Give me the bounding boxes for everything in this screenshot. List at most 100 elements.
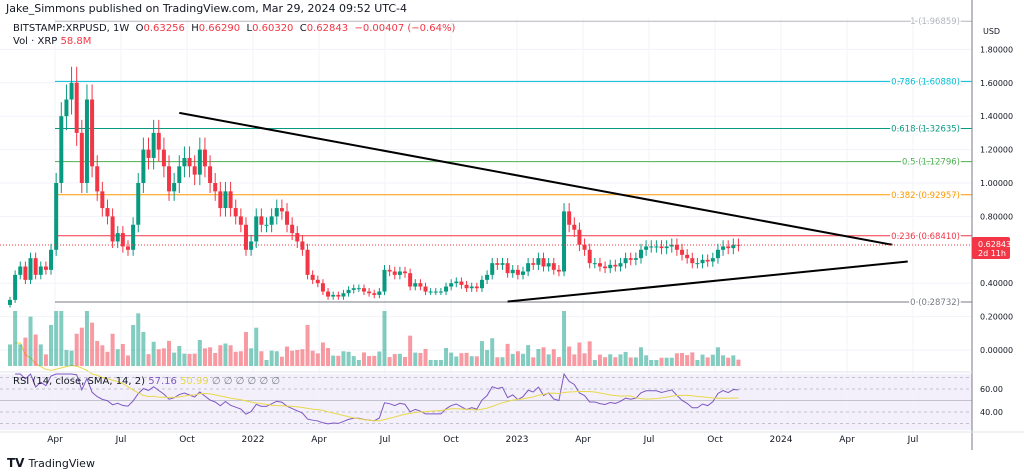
candle-body	[361, 288, 366, 292]
volume-bar	[228, 345, 233, 366]
volume-bar	[644, 355, 649, 366]
symbol-label[interactable]: BITSTAMP:XRPUSD, 1W	[13, 23, 130, 34]
volume-bar	[546, 354, 551, 366]
candle-body	[223, 191, 228, 209]
candle-body	[372, 293, 377, 295]
candle-body	[43, 266, 48, 270]
fib-label: 0.236 (0.68410)	[891, 232, 960, 242]
x-tick-label: Oct	[179, 435, 195, 445]
price-badge	[972, 237, 1010, 260]
volume-bar	[521, 353, 525, 366]
candle-body	[28, 258, 33, 280]
candle-body	[331, 294, 336, 297]
candle-body	[100, 191, 105, 209]
volume-bar	[264, 360, 269, 366]
volume-bar	[515, 351, 520, 366]
candle-body	[151, 132, 156, 158]
volume-bar	[382, 311, 387, 366]
volume-value: 58.8M	[60, 36, 92, 47]
trendline	[179, 111, 893, 246]
candle-body	[556, 269, 561, 272]
volume-bar	[423, 348, 428, 366]
volume-label: Vol · XRP	[13, 36, 58, 47]
candle-body	[290, 224, 295, 234]
candle-body	[64, 99, 69, 117]
volume-bar	[556, 357, 561, 366]
x-tick-label: 2022	[242, 435, 265, 445]
candle-body	[367, 291, 372, 294]
candle-body	[274, 208, 279, 217]
candle-body	[300, 241, 305, 250]
candle-body	[387, 269, 392, 272]
candle-body	[18, 266, 23, 275]
trendline	[507, 260, 908, 303]
rsi-label[interactable]: RSI (14, close, SMA, 14, 2)	[13, 376, 146, 387]
candle-body	[531, 263, 536, 265]
volume-bar	[172, 352, 177, 366]
candle-body	[33, 258, 38, 275]
volume-bar	[736, 359, 741, 366]
x-tick-label: Apr	[311, 435, 327, 445]
volume-bar	[110, 333, 115, 366]
candle-body	[603, 266, 608, 269]
candle-body	[572, 224, 577, 230]
candle-body	[618, 263, 623, 267]
candle-body	[243, 224, 248, 250]
volume-bar	[182, 353, 187, 366]
y-tick-label: 1.60000	[980, 79, 1013, 88]
candle-body	[577, 229, 582, 245]
candle-body	[510, 269, 515, 274]
candle-body	[695, 263, 700, 265]
rsi-tick-label: 60.00	[980, 385, 1003, 394]
volume-bar	[669, 357, 674, 366]
candle-body	[213, 183, 218, 192]
candle-body	[233, 208, 238, 217]
volume-bar	[146, 354, 151, 366]
candle-body	[526, 263, 531, 272]
candle-body	[84, 99, 89, 183]
volume-bar	[305, 325, 310, 366]
volume-bar	[674, 353, 679, 366]
candle-body	[715, 249, 720, 259]
candle-body	[423, 286, 428, 292]
volume-bar	[151, 341, 156, 366]
x-tick-label: Jul	[379, 435, 391, 445]
rsi-extra: ∅ ∅ ∅ ∅ ∅ ∅	[211, 376, 281, 387]
volume-bar	[192, 353, 197, 366]
candle-body	[177, 166, 182, 183]
rsi-legend: RSI (14, close, SMA, 14, 2) 57.16 50.99 …	[13, 376, 280, 387]
candle-body	[546, 263, 551, 267]
candle-body	[131, 224, 136, 250]
volume-bar	[377, 351, 382, 366]
volume-bar	[74, 333, 79, 366]
candle-body	[438, 291, 443, 293]
volume-bar	[351, 356, 356, 366]
volume-bar	[202, 348, 207, 366]
volume-bar	[120, 344, 125, 366]
volume-bar	[700, 354, 705, 366]
candle-body	[382, 269, 387, 292]
volume-bar	[131, 325, 136, 366]
volume-bar	[664, 357, 669, 366]
brand-name: TradingView	[28, 456, 95, 470]
candle-body	[351, 288, 356, 290]
y-tick-label: 0.40000	[980, 279, 1013, 288]
volume-bar	[43, 354, 48, 366]
volume-bar	[695, 360, 700, 366]
candle-body	[23, 266, 28, 280]
fib-label: 0 (0.28732)	[910, 298, 960, 308]
volume-bar	[608, 354, 613, 366]
volume-bar	[177, 346, 182, 366]
candle-body	[79, 132, 84, 183]
candle-body	[721, 246, 726, 250]
candle-body	[249, 241, 254, 250]
candle-body	[269, 216, 274, 225]
candle-body	[115, 233, 120, 242]
volume-bar	[79, 327, 84, 366]
volume-bar	[654, 360, 659, 366]
rsi-tick-label: 40.00	[980, 408, 1003, 417]
tradingview-logo[interactable]: TV TradingView	[7, 456, 95, 470]
volume-bar	[254, 327, 259, 366]
